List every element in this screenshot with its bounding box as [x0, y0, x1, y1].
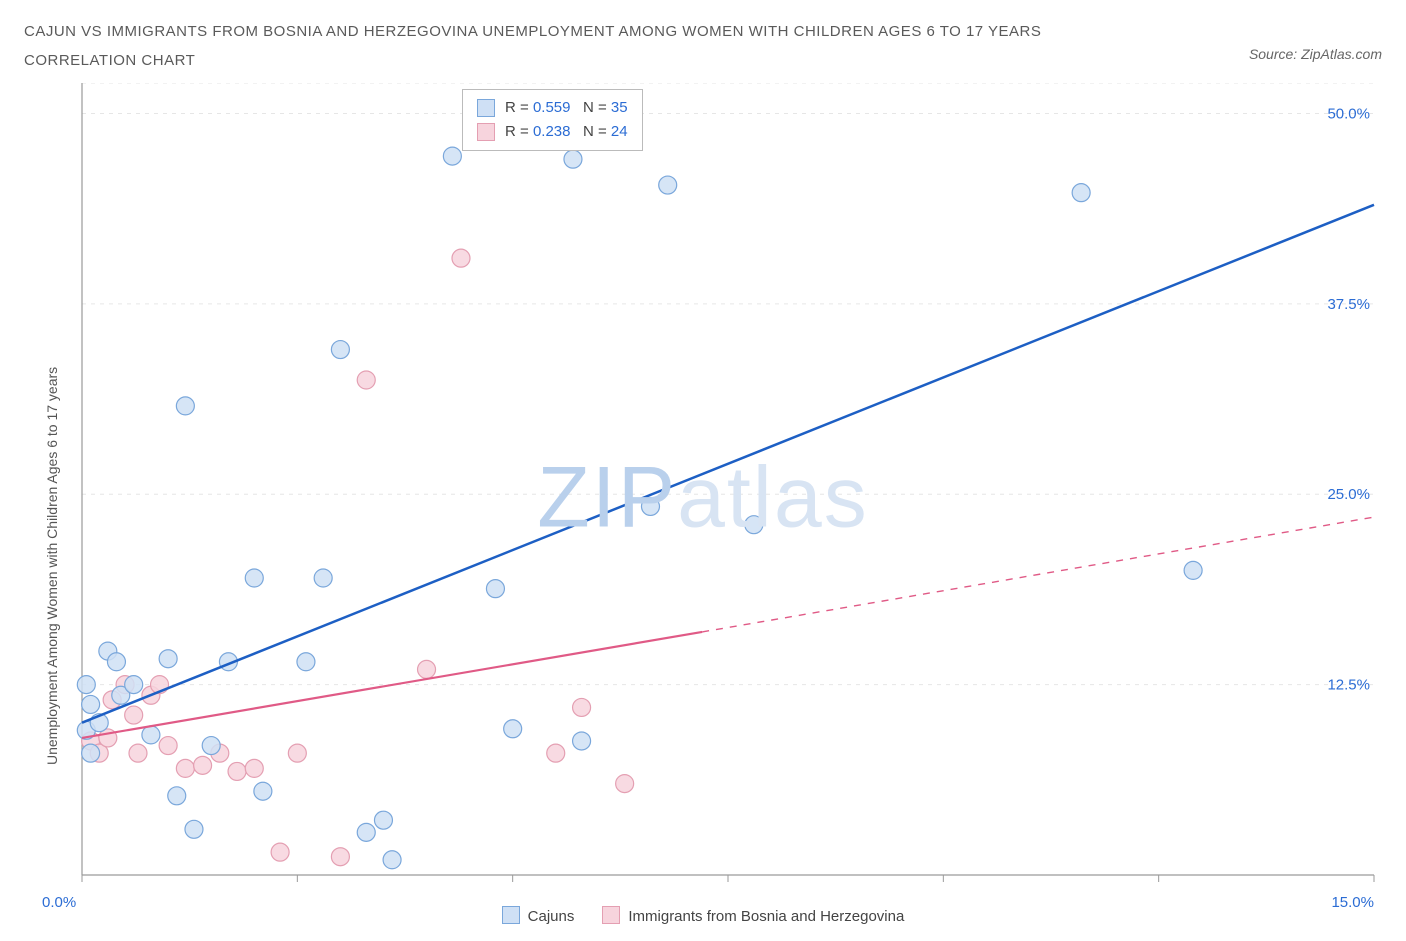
- series-legend: Cajuns Immigrants from Bosnia and Herzego…: [24, 906, 1382, 925]
- legend-label: Immigrants from Bosnia and Herzegovina: [628, 908, 904, 925]
- page-title: CAJUN VS IMMIGRANTS FROM BOSNIA AND HERZ…: [24, 18, 1124, 75]
- legend-swatch: [477, 99, 495, 117]
- svg-text:50.0%: 50.0%: [1327, 105, 1370, 122]
- stats-text: R = 0.238 N = 24: [505, 120, 628, 144]
- svg-text:37.5%: 37.5%: [1327, 296, 1370, 313]
- legend-swatch: [477, 123, 495, 141]
- stats-legend-box: R = 0.559 N = 35R = 0.238 N = 24: [462, 89, 643, 151]
- stats-text: R = 0.559 N = 35: [505, 96, 628, 120]
- chart-canvas: 0.0%15.0%12.5%25.0%37.5%50.0%: [24, 83, 1382, 923]
- legend-swatch: [502, 906, 520, 924]
- stats-row: R = 0.238 N = 24: [477, 120, 628, 144]
- stats-row: R = 0.559 N = 35: [477, 96, 628, 120]
- legend-swatch: [602, 906, 620, 924]
- svg-text:25.0%: 25.0%: [1327, 486, 1370, 503]
- legend-item: Cajuns: [502, 906, 575, 925]
- legend-label: Cajuns: [528, 908, 575, 925]
- legend-item: Immigrants from Bosnia and Herzegovina: [602, 906, 904, 925]
- source-attribution: Source: ZipAtlas.com: [1249, 18, 1382, 62]
- correlation-chart: 0.0%15.0%12.5%25.0%37.5%50.0% ZIPatlas R…: [24, 83, 1382, 923]
- svg-text:12.5%: 12.5%: [1327, 677, 1370, 694]
- y-axis-label: Unemployment Among Women with Children A…: [44, 367, 60, 765]
